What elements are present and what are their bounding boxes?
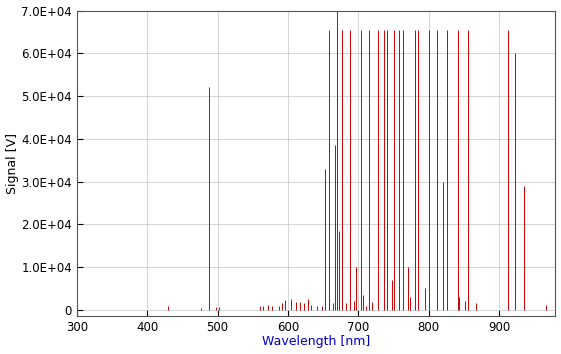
X-axis label: Wavelength [nm]: Wavelength [nm] <box>262 336 370 348</box>
Y-axis label: Signal [V]: Signal [V] <box>6 133 19 194</box>
